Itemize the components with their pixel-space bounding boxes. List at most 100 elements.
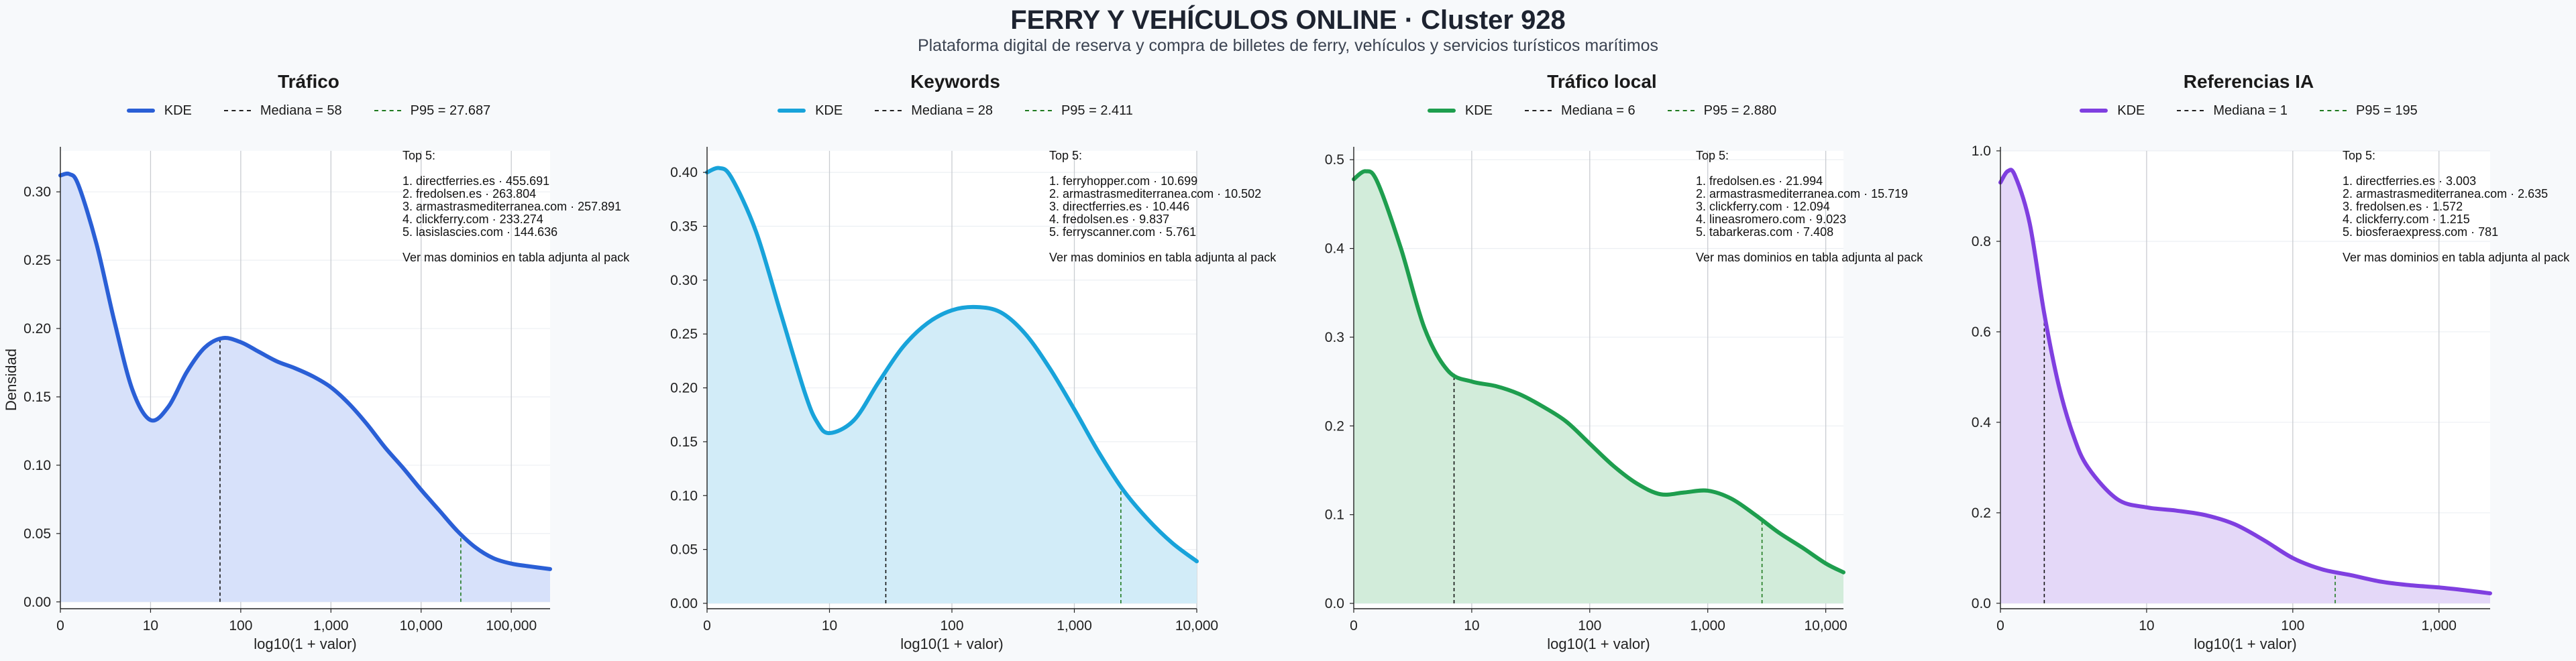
top5-item: 5. biosferaexpress.com · 781 (2343, 225, 2499, 239)
kde-plot: 0.00 0.05 0.10 0.15 0.20 0.25 0.30 0.35 0.40 0 10 1… (670, 147, 1218, 652)
top5-item: 2. fredolsen.es · 263.804 (402, 187, 537, 200)
legend-label: KDE (164, 103, 192, 118)
legend-label: KDE (2117, 103, 2145, 118)
legend-label: Mediana = 58 (260, 103, 342, 118)
legend-swatch (2320, 110, 2347, 111)
top5-item: 2. armastrasmediterranea.com · 2.635 (2343, 187, 2548, 200)
y-tick-label: 0.2 (1972, 505, 1991, 521)
top5-item: 3. directferries.es · 10.446 (1049, 200, 1190, 213)
legend-swatch (777, 109, 806, 113)
top5-footer: Ver mas dominios en tabla adjunta al pac… (1049, 251, 1277, 264)
y-tick-label: 0.00 (23, 595, 51, 610)
top5-heading: Top 5: (1049, 149, 1083, 162)
legend-swatch (2080, 109, 2108, 113)
legend-swatch (223, 110, 251, 111)
legend-median: Mediana = 28 (875, 103, 993, 119)
chart-panel: Keywords KDE Mediana = 28 P95 = 2.411 0.00 0.… (647, 67, 1276, 657)
legend-swatch (1024, 110, 1052, 111)
legend-kde: KDE (1427, 103, 1493, 119)
x-tick-label: 1,000 (2421, 618, 2457, 634)
x-tick-label: 1,000 (313, 618, 349, 634)
legend-label: Mediana = 1 (2213, 103, 2288, 118)
x-tick-label: 100 (1578, 618, 1601, 634)
legend-p95: P95 = 27.687 (374, 103, 491, 119)
y-tick-label: 0.4 (1972, 415, 1992, 430)
legend-label: KDE (815, 103, 843, 118)
legend-p95: P95 = 2.880 (1667, 103, 1777, 119)
legend-swatch (875, 110, 902, 111)
legend-swatch (1667, 110, 1695, 111)
legend-label: P95 = 2.880 (1703, 103, 1777, 118)
top5-item: 3. clickferry.com · 12.094 (1696, 200, 1830, 213)
y-tick-label: 0.0 (1972, 596, 1991, 611)
x-tick-label: 1,000 (1057, 618, 1092, 634)
top5-footer: Ver mas dominios en tabla adjunta al pac… (1696, 251, 1923, 264)
top5-annotation: Top 5: 1. fredolsen.es · 21.994 2. armastr… (1696, 149, 1923, 264)
top5-item: 4. clickferry.com · 1.215 (2343, 213, 2470, 226)
legend-label: Mediana = 6 (1561, 103, 1635, 118)
chart-legend: KDE Mediana = 58 P95 = 27.687 (0, 101, 617, 121)
legend-swatch (1427, 109, 1456, 113)
top5-heading: Top 5: (1696, 149, 1729, 162)
y-tick-label: 0.35 (670, 219, 698, 234)
legend-swatch (126, 109, 155, 113)
y-tick-label: 0.05 (23, 526, 51, 542)
top5-annotation: Top 5: 1. ferryhopper.com · 10.699 2. arma… (1049, 149, 1276, 264)
x-tick-label: 100 (940, 618, 963, 634)
kde-line (705, 166, 1199, 564)
page-title: FERRY Y VEHÍCULOS ONLINE · Cluster 928 (1010, 5, 1566, 35)
y-tick-label: 0.5 (1325, 152, 1344, 168)
y-tick-label: 0.10 (23, 458, 51, 473)
top5-item: 2. armastrasmediterranea.com · 10.502 (1049, 187, 1262, 200)
x-axis-label: log10(1 + valor) (254, 636, 356, 652)
chart-title: Tráfico local (1547, 71, 1657, 92)
top5-item: 3. armastrasmediterranea.com · 257.891 (402, 200, 622, 213)
top5-heading: Top 5: (402, 149, 436, 162)
legend-median: Mediana = 58 (223, 103, 342, 119)
y-tick-label: 0.0 (1325, 596, 1344, 611)
y-tick-label: 0.20 (670, 381, 698, 396)
y-axis-label: Densidad (3, 349, 19, 411)
x-tick-label: 10,000 (1804, 618, 1847, 634)
legend-swatch (2177, 110, 2204, 111)
y-tick-label: 0.10 (670, 488, 698, 503)
y-tick-label: 0.25 (670, 326, 698, 342)
x-tick-label: 10 (822, 618, 837, 634)
legend-label: P95 = 27.687 (410, 103, 491, 118)
legend-median: Mediana = 6 (1525, 103, 1635, 119)
y-tick-label: 0.6 (1972, 324, 1991, 340)
x-tick-label: 100 (2281, 618, 2304, 634)
top5-item: 4. lineasromero.com · 9.023 (1696, 213, 1847, 226)
x-tick-label: 10,000 (400, 618, 443, 634)
y-tick-label: 0.4 (1325, 241, 1345, 257)
top5-item: 1. directferries.es · 455.691 (402, 174, 550, 188)
y-tick-label: 1.0 (1972, 143, 1991, 159)
x-tick-label: 10,000 (1175, 618, 1218, 634)
kde-plot: 0.00 0.05 0.10 0.15 0.20 0.25 0.30 0 10 100 1,000 1… (3, 147, 552, 652)
page-subtitle: Plataforma digital de reserva y compra d… (917, 36, 1659, 55)
chart-panel: Tráfico local KDE Mediana = 6 P95 = 2.880 0.… (1293, 67, 1923, 657)
x-tick-label: 10 (143, 618, 158, 634)
x-axis-label: log10(1 + valor) (900, 636, 1003, 652)
kde-line (1998, 168, 2492, 596)
legend-median: Mediana = 1 (2177, 103, 2288, 119)
top5-footer: Ver mas dominios en tabla adjunta al pac… (2343, 251, 2570, 264)
legend-label: KDE (1464, 103, 1493, 118)
legend-p95: P95 = 2.411 (1024, 103, 1133, 119)
x-tick-label: 0 (56, 618, 64, 634)
x-tick-label: 10 (2139, 618, 2154, 634)
kde-line (58, 171, 552, 571)
top5-annotation: Top 5: 1. directferries.es · 455.691 2. fr… (402, 149, 629, 264)
legend-kde: KDE (777, 103, 843, 119)
legend-kde: KDE (126, 103, 192, 119)
y-tick-label: 0.1 (1325, 507, 1344, 523)
top5-item: 3. fredolsen.es · 1.572 (2343, 200, 2463, 213)
top5-item: 4. clickferry.com · 233.274 (402, 213, 543, 226)
legend-label: P95 = 195 (2356, 103, 2418, 118)
top5-item: 5. ferryscanner.com · 5.761 (1049, 225, 1197, 239)
x-tick-label: 1,000 (1690, 618, 1725, 634)
legend-swatch (374, 110, 401, 111)
y-tick-label: 0.00 (670, 596, 698, 611)
top5-item: 1. ferryhopper.com · 10.699 (1049, 174, 1198, 188)
kde-area (2000, 170, 2490, 603)
